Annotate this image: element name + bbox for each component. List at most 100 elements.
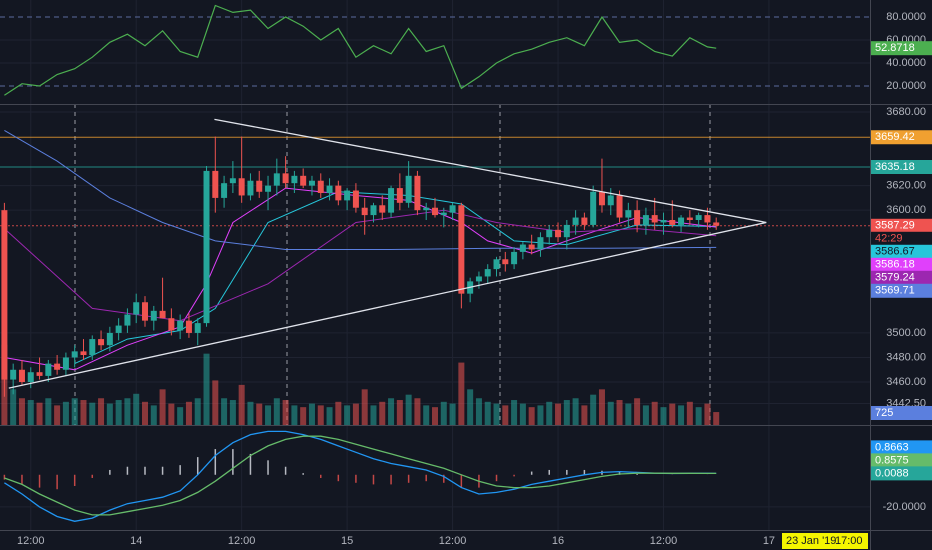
macd-label-box [871,440,932,455]
x-tick-label: 12:00 [650,535,678,547]
volume-bar [379,401,386,425]
volume-bar [159,389,166,425]
ma-label: 3579.24 [875,272,915,284]
signal-label: 0.8575 [875,454,909,466]
volume-bar [440,401,447,425]
candle-body [370,205,377,216]
candle-body [115,325,122,333]
candle-body [493,259,500,270]
candle-body [282,173,289,184]
volume-bar [150,405,157,425]
volume-bar [256,403,263,425]
x-tick-label: 17 [763,535,775,547]
ma-label-box [871,244,932,259]
volume-bar [273,398,280,425]
candle-body [432,207,438,216]
signal-label-box [871,453,932,468]
candle-body [379,205,386,213]
volume-bar [396,400,403,425]
volume-bar [467,389,474,425]
volume-bar [45,398,52,425]
y-tick-label: 80.0000 [886,11,926,23]
volume-bar [335,401,342,425]
volume-bar [300,407,307,425]
volume-bar [388,398,395,425]
candle-body [572,217,579,225]
volume-bar [194,398,201,425]
volume-bar [537,405,544,425]
ma-label-box [871,283,932,298]
volume-label: 725 [875,407,893,419]
y-tick-label: 20.0000 [886,80,926,92]
volume-bar [221,398,228,425]
candle-body [423,207,430,211]
candle-body [625,210,632,218]
volume-bar [115,400,122,425]
volume-bar [265,405,272,425]
candle-body [194,323,201,333]
candle-body [62,357,69,370]
candle-body [124,314,131,326]
x-tick-label: 12:00 [439,535,467,547]
candle-body [335,185,342,201]
volume-bar [458,362,465,425]
volume-bar [686,401,693,425]
ma-label-box [871,270,932,285]
candle-body [686,217,693,221]
x-tick-label: 12:00 [228,535,256,547]
candle-body [221,183,228,198]
candle-body [256,180,263,192]
volume-bar [185,401,192,425]
volume-bar [581,405,588,425]
candle-body [300,175,307,186]
candle-body [150,310,157,321]
volume-bar [352,403,359,425]
rsi-value-label-box [871,41,932,56]
candle-body [616,195,623,218]
price-label: 3587.29 [875,220,915,232]
candle-body [212,170,219,198]
volume-bar [669,403,676,425]
candle-body [27,372,34,383]
hist-label-box [871,466,932,481]
candle-body [678,217,685,225]
macd-label: 0.8663 [875,441,909,453]
candle-body [185,320,192,333]
axis: 12:00 14 12:00 15 12:00 16 12:00 17 23 Jan '1917… [17,11,932,549]
y-tick-label: 3680.00 [886,106,926,118]
volume-bar [54,405,61,425]
rsi-value-label: 52.8718 [875,42,915,54]
x-tick-label: 16 [552,535,564,547]
candle-body [396,188,403,203]
candle-body [265,185,272,192]
candle-body [142,302,148,321]
candle-body [458,205,465,294]
candle-body [651,215,658,223]
candle-body [546,229,553,238]
candle-body [475,276,482,282]
volume-bar [493,403,500,425]
candle-body [563,224,570,238]
volume-bar [598,389,605,425]
x-tick-label: 15 [341,535,353,547]
volume-bar [98,398,105,425]
candle-body [405,175,412,203]
candle-body [704,215,711,223]
volume-bar [642,405,649,425]
price-label-box [871,159,932,174]
candle-body [713,222,720,226]
volume-bar [133,393,140,425]
volume-bar [10,389,17,425]
volume-bar [80,400,87,425]
volume-bar [18,398,25,425]
candle-body [502,259,509,265]
volume-bar [528,407,535,425]
price-label-box [871,218,932,233]
candle-body [238,178,245,196]
volume-bar [634,398,641,425]
y-tick-label: 3460.00 [886,376,926,388]
